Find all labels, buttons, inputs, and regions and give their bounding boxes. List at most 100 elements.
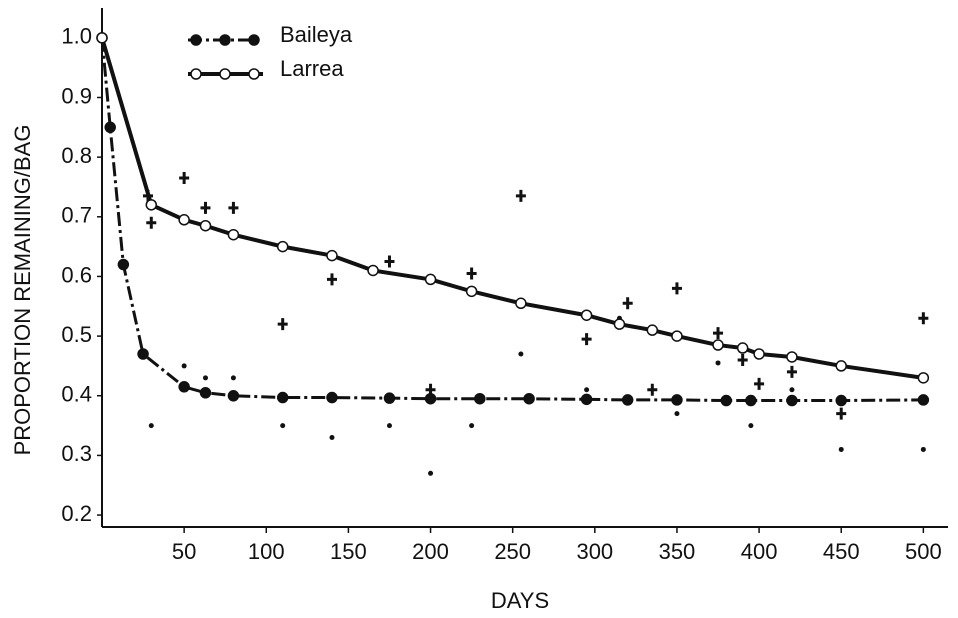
- data-point: [613, 318, 626, 330]
- data-point: [276, 391, 289, 404]
- replicate-point: [466, 267, 477, 280]
- data-point: [383, 392, 396, 404]
- replicate-point: [671, 282, 682, 295]
- replicate-point: [786, 365, 797, 378]
- replicate-point: [200, 201, 211, 214]
- y-tick-label: 1.0: [61, 24, 92, 49]
- data-point: [917, 372, 930, 384]
- replicate-point: [581, 333, 592, 346]
- data-point: [424, 273, 437, 286]
- replicate-point: [425, 383, 436, 396]
- replicate-point: [838, 446, 844, 452]
- data-point: [621, 394, 634, 406]
- legend-label: Baileya: [280, 22, 353, 47]
- replicate-point: [748, 423, 754, 429]
- replicate-point: [518, 351, 524, 357]
- x-tick-label: 300: [576, 539, 613, 564]
- data-point: [917, 394, 930, 406]
- replicate-point: [230, 375, 236, 381]
- x-tick-label: 50: [172, 539, 196, 564]
- x-tick-label: 400: [741, 539, 778, 564]
- replicate-point: [329, 435, 335, 441]
- data-point: [326, 249, 338, 262]
- data-point: [227, 228, 240, 241]
- data-point: [178, 381, 190, 393]
- replicate-point: [754, 377, 765, 390]
- replicate-point: [202, 375, 208, 381]
- replicate-point: [918, 312, 929, 325]
- replicate-point: [713, 327, 724, 340]
- replicate-point: [280, 423, 286, 429]
- y-tick-label: 0.9: [61, 83, 92, 108]
- replicate-point: [386, 423, 392, 429]
- y-tick-label: 0.6: [61, 262, 92, 287]
- legend-marker: [190, 68, 202, 80]
- data-point: [104, 121, 116, 134]
- data-point: [178, 214, 190, 226]
- replicate-point: [920, 446, 926, 452]
- x-tick-label: 200: [412, 539, 449, 564]
- replicate-point: [647, 383, 658, 396]
- legend-marker: [219, 68, 231, 80]
- data-point: [227, 390, 240, 402]
- data-point: [580, 393, 593, 406]
- y-tick-label: 0.7: [61, 203, 92, 228]
- replicate-point: [737, 353, 748, 366]
- replicate-point: [277, 318, 288, 331]
- legend-marker: [219, 34, 231, 46]
- replicate-point: [326, 273, 337, 286]
- x-tick-label: 450: [823, 539, 860, 564]
- x-tick-label: 150: [330, 539, 367, 564]
- data-point: [745, 394, 757, 407]
- x-tick-label: 100: [248, 539, 285, 564]
- y-tick-label: 0.5: [61, 322, 92, 347]
- replicate-point: [228, 201, 239, 214]
- replicate-point: [469, 423, 475, 429]
- data-point: [276, 240, 289, 253]
- replicate-point: [181, 363, 187, 369]
- x-axis-label: DAYS: [491, 588, 549, 613]
- data-point: [96, 32, 108, 44]
- replicate-point: [515, 189, 526, 202]
- replicate-point: [148, 423, 154, 429]
- y-axis-label: PROPORTION REMAINING/BAG: [10, 125, 35, 456]
- data-point: [580, 309, 593, 321]
- data-point: [835, 360, 847, 372]
- data-point: [720, 394, 732, 407]
- data-point: [671, 330, 683, 342]
- data-point: [367, 264, 379, 277]
- x-tick-label: 500: [905, 539, 942, 564]
- replicate-point: [584, 387, 590, 393]
- replicate-point: [622, 297, 633, 310]
- data-point: [786, 351, 798, 363]
- y-tick-label: 0.4: [61, 382, 92, 407]
- data-point: [199, 219, 212, 232]
- y-tick-label: 0.2: [61, 501, 92, 526]
- legend-marker: [248, 34, 260, 46]
- data-point: [671, 394, 683, 406]
- data-point: [474, 392, 486, 405]
- data-point: [835, 394, 847, 407]
- x-tick-label: 250: [494, 539, 531, 564]
- data-point: [515, 297, 527, 310]
- replicate-point: [789, 387, 795, 393]
- data-point: [646, 324, 659, 336]
- data-point: [145, 199, 158, 211]
- replicate-point: [384, 255, 395, 268]
- data-point: [326, 391, 338, 404]
- data-point: [465, 285, 478, 298]
- legend-marker: [248, 68, 260, 80]
- y-tick-label: 0.8: [61, 143, 92, 168]
- data-point: [199, 387, 212, 399]
- data-point: [736, 342, 749, 354]
- replicate-point: [179, 172, 190, 185]
- series-line: [100, 37, 924, 403]
- replicate-point: [836, 407, 847, 420]
- data-point: [117, 258, 130, 271]
- data-point: [712, 339, 724, 351]
- legend-marker: [190, 34, 202, 46]
- data-point: [523, 392, 535, 405]
- legend-label: Larrea: [280, 56, 344, 81]
- y-tick-label: 0.3: [61, 441, 92, 466]
